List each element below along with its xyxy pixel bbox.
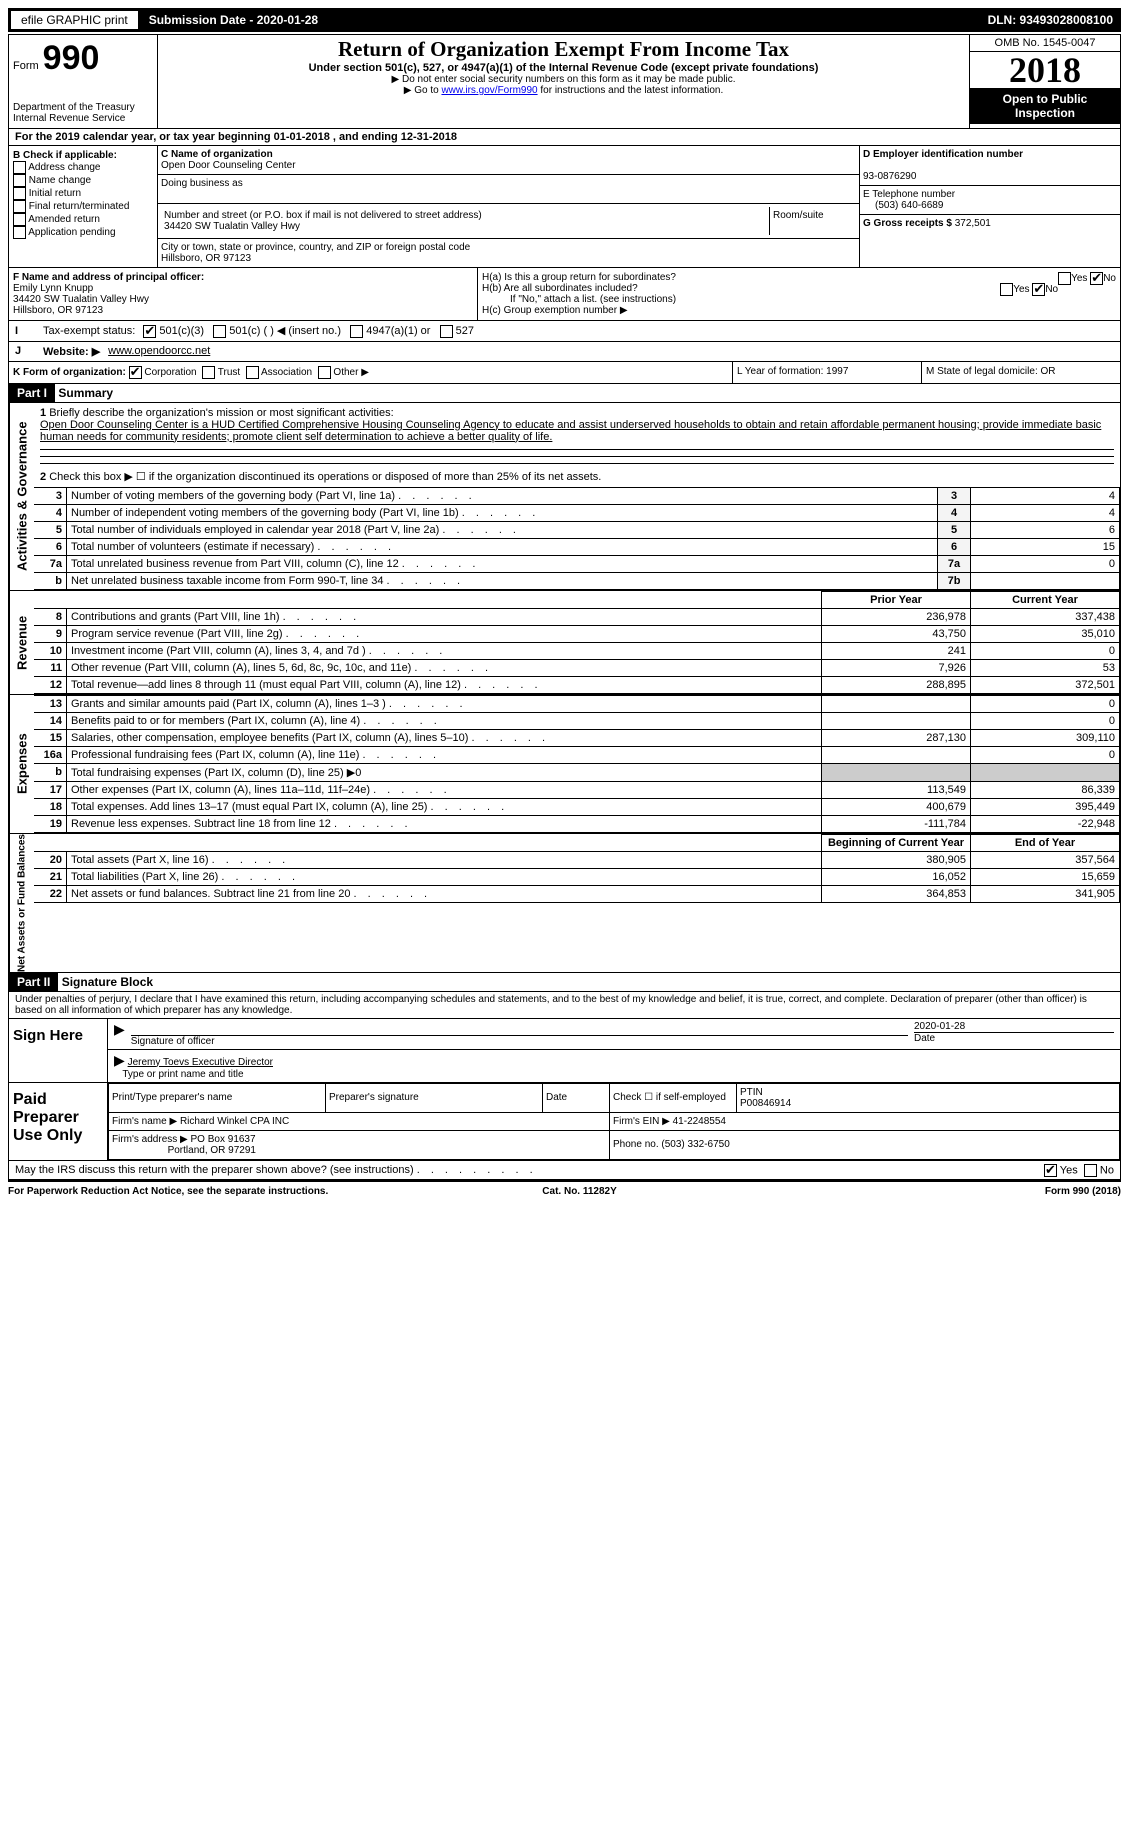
ptin-value: P00846914	[740, 1098, 791, 1109]
sig-officer-label: Signature of officer	[131, 1035, 908, 1047]
firm-addr1: PO Box 91637	[191, 1134, 256, 1145]
hb-label: H(b) Are all subordinates included?	[482, 283, 638, 294]
cat-no: Cat. No. 11282Y	[542, 1186, 616, 1197]
hc-label: H(c) Group exemption number ▶	[482, 305, 1116, 316]
efile-tab[interactable]: efile GRAPHIC print	[10, 10, 139, 30]
part1-bar: Part I	[9, 384, 55, 402]
may-discuss: May the IRS discuss this return with the…	[15, 1164, 414, 1176]
ha-yes[interactable]	[1058, 272, 1071, 285]
form-label: Form	[13, 60, 39, 72]
form-title: Return of Organization Exempt From Incom…	[164, 37, 963, 62]
officer-addr: 34420 SW Tualatin Valley Hwy	[13, 294, 149, 305]
instr-post: for instructions and the latest informat…	[538, 85, 724, 96]
instr-line1: ▶ Do not enter social security numbers o…	[164, 74, 963, 85]
website-link[interactable]: www.opendoorcc.net	[108, 345, 210, 357]
city-value: Hillsboro, OR 97123	[161, 253, 251, 264]
b-header: B Check if applicable:	[13, 150, 153, 161]
submission-date: Submission Date - 2020-01-28	[149, 13, 318, 27]
part2-title: Signature Block	[62, 975, 153, 989]
date-label: Date	[914, 1032, 1114, 1044]
typed-name: Jeremy Toevs Executive Director	[128, 1057, 273, 1068]
state-domicile: M State of legal domicile: OR	[922, 362, 1120, 383]
form-container: Form 990 Department of the Treasury Inte…	[8, 34, 1121, 1182]
officer-label: F Name and address of principal officer:	[13, 272, 204, 283]
firm-name: Richard Winkel CPA INC	[180, 1116, 289, 1127]
street-address: 34420 SW Tualatin Valley Hwy	[164, 221, 300, 232]
prep-name-label: Print/Type preparer's name	[109, 1083, 326, 1112]
year-formation: L Year of formation: 1997	[733, 362, 922, 383]
form990-link[interactable]: www.irs.gov/Form990	[441, 85, 537, 96]
q1-num: 1	[40, 407, 46, 419]
officer-name: Emily Lynn Knupp	[13, 283, 93, 294]
sig-date: 2020-01-28	[914, 1021, 965, 1032]
q1-label: Briefly describe the organization's miss…	[49, 407, 393, 419]
form-subtitle: Under section 501(c), 527, or 4947(a)(1)…	[164, 62, 963, 74]
firm-phone: (503) 332-6750	[661, 1139, 729, 1150]
section-a-period: For the 2019 calendar year, or tax year …	[9, 129, 1120, 146]
side-netassets: Net Assets or Fund Balances	[9, 834, 34, 972]
dba-label: Doing business as	[161, 178, 243, 189]
prep-date-label: Date	[543, 1083, 610, 1112]
firm-ein: 41-2248554	[673, 1116, 726, 1127]
website-label: Website: ▶	[43, 345, 100, 358]
open-public: Open to Public Inspection	[970, 88, 1120, 124]
phone-value: (503) 640-6689	[863, 200, 943, 211]
q2-text: Check this box ▶ ☐ if the organization d…	[49, 471, 601, 483]
gross-label: G Gross receipts $	[863, 218, 952, 229]
form-footer: Form 990 (2018)	[1045, 1186, 1121, 1197]
addr-label: Number and street (or P.O. box if mail i…	[164, 210, 482, 221]
section-b: B Check if applicable: Address change Na…	[9, 146, 158, 267]
c-label: C Name of organization	[161, 149, 273, 160]
ein-value: 93-0876290	[863, 171, 916, 182]
paid-preparer: Paid Preparer Use Only	[9, 1083, 108, 1160]
prep-sig-label: Preparer's signature	[326, 1083, 543, 1112]
firm-phone-label: Phone no.	[613, 1139, 659, 1150]
side-expenses: Expenses	[9, 695, 34, 833]
officer-city: Hillsboro, OR 97123	[13, 305, 103, 316]
phone-label: E Telephone number	[863, 189, 955, 200]
firm-ein-label: Firm's EIN ▶	[613, 1116, 670, 1127]
hb-no[interactable]	[1032, 283, 1045, 296]
firm-label: Firm's name ▶	[112, 1116, 177, 1127]
part2-bar: Part II	[9, 973, 58, 991]
firm-addr-label: Firm's address ▶	[112, 1134, 188, 1145]
firm-addr2: Portland, OR 97291	[168, 1145, 256, 1156]
form-number: 990	[43, 39, 100, 78]
top-bar: efile GRAPHIC print Submission Date - 20…	[8, 8, 1121, 32]
k-label: K Form of organization:	[13, 367, 126, 378]
tax-status-label: Tax-exempt status:	[43, 325, 135, 337]
self-employed: Check ☐ if self-employed	[610, 1083, 737, 1112]
discuss-yes[interactable]	[1044, 1164, 1057, 1177]
typed-label: Type or print name and title	[122, 1069, 243, 1080]
discuss-no[interactable]	[1084, 1164, 1097, 1177]
room-label: Room/suite	[773, 210, 824, 221]
city-label: City or town, state or province, country…	[161, 242, 470, 253]
side-governance: Activities & Governance	[9, 403, 34, 590]
dln: DLN: 93493028008100	[988, 13, 1113, 27]
ha-no[interactable]	[1090, 272, 1103, 285]
org-name: Open Door Counseling Center	[161, 160, 296, 171]
tax-year: 2018	[970, 52, 1120, 88]
side-revenue: Revenue	[9, 591, 34, 694]
sign-here: Sign Here	[9, 1019, 108, 1082]
ein-label: D Employer identification number	[863, 149, 1023, 160]
mission-text: Open Door Counseling Center is a HUD Cer…	[40, 419, 1101, 443]
instr-pre: ▶ Go to	[404, 85, 442, 96]
hb-yes[interactable]	[1000, 283, 1013, 296]
declaration: Under penalties of perjury, I declare th…	[9, 992, 1120, 1019]
department: Department of the Treasury Internal Reve…	[13, 102, 153, 124]
part1-title: Summary	[58, 386, 113, 400]
pra-notice: For Paperwork Reduction Act Notice, see …	[8, 1186, 328, 1197]
ha-label: H(a) Is this a group return for subordin…	[482, 272, 676, 283]
ptin-label: PTIN	[740, 1087, 763, 1098]
gross-value: 372,501	[955, 218, 991, 229]
